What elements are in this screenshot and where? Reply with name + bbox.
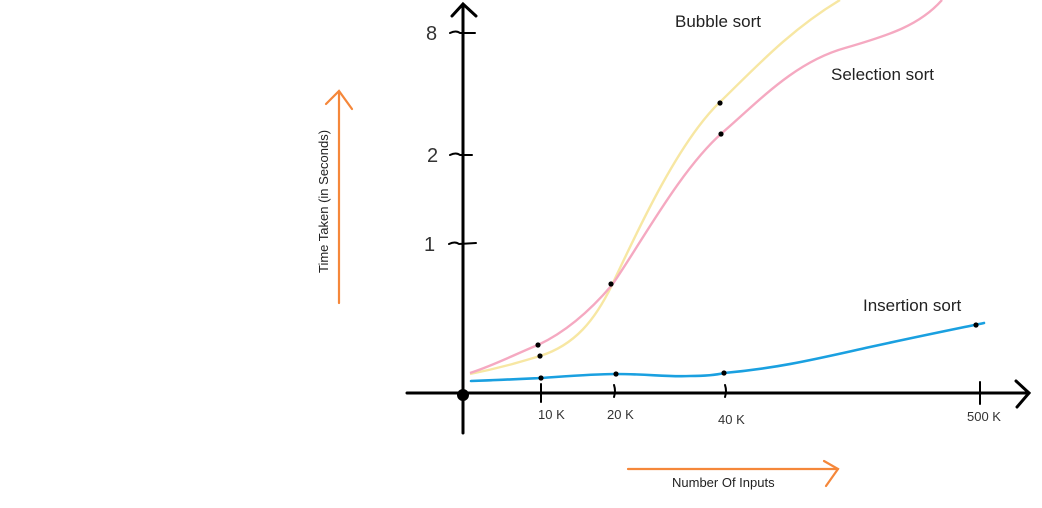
- y-axis-title: Time Taken (in Seconds): [316, 130, 331, 273]
- y-tick-label-8: 8: [426, 23, 437, 45]
- bubble-sort-point-40k: [717, 100, 723, 106]
- insertion-sort-point-10k: [538, 375, 544, 381]
- insertion-sort-point-500k: [973, 322, 979, 328]
- insertion-sort-point-40k: [721, 370, 727, 376]
- selection-sort-point-10k: [535, 342, 541, 348]
- bubble-sort-line: [469, 0, 841, 376]
- x-tick-marks: [540, 381, 981, 405]
- x-tick-label-20k: 20 K: [607, 407, 634, 422]
- bubble-sort-label: Bubble sort: [675, 12, 761, 31]
- insertion-sort-label: Insertion sort: [863, 296, 962, 315]
- shared-point-20k: [608, 281, 614, 287]
- y-direction-arrow: [324, 89, 354, 305]
- selection-sort-line: [469, 0, 943, 375]
- y-tick-marks: [448, 30, 477, 246]
- x-direction-arrow: [626, 459, 840, 488]
- x-axis: [405, 379, 1032, 409]
- selection-sort-label: Selection sort: [831, 65, 934, 84]
- y-tick-label-2: 2: [427, 145, 438, 167]
- y-tick-label-1: 1: [424, 234, 435, 256]
- x-tick-label-40k: 40 K: [718, 412, 745, 427]
- x-tick-label-10k: 10 K: [538, 407, 565, 422]
- insertion-sort-point-20k: [613, 371, 619, 377]
- bubble-sort-point-10k: [537, 353, 543, 359]
- selection-sort-point-40k: [718, 131, 724, 137]
- x-tick-label-500k: 500 K: [967, 409, 1001, 424]
- data-markers: [535, 100, 979, 381]
- y-axis: [450, 1, 478, 435]
- origin-dot: [457, 389, 469, 401]
- x-axis-title: Number Of Inputs: [672, 475, 775, 490]
